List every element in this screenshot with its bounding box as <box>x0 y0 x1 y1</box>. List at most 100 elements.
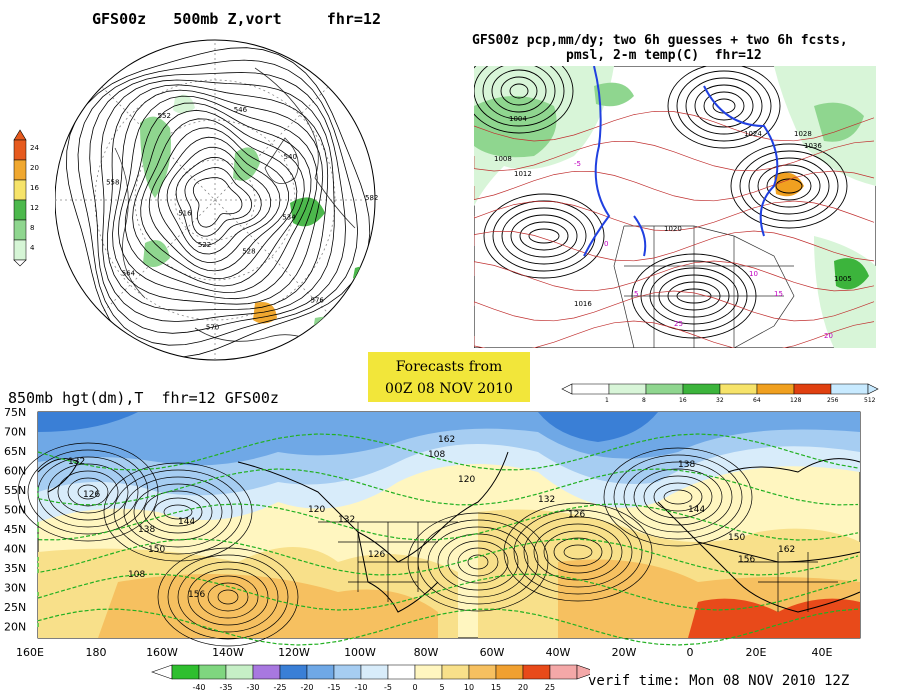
hgt850-contour <box>563 544 593 560</box>
pcp-colorbar: 1 8 16 32 64 128 256 512 <box>561 383 879 404</box>
hgt850-label: 126 <box>83 490 100 500</box>
hgt850-contour <box>207 582 249 612</box>
t2m-label: 15 <box>774 290 783 298</box>
lat-label: 70N <box>4 426 26 439</box>
t850-isotherm <box>37 573 859 611</box>
temp-bar-swatch <box>441 664 470 680</box>
hgt850-contour <box>177 561 279 633</box>
pcp-bar-swatch <box>719 383 758 395</box>
z500-contour-line <box>117 95 318 300</box>
t2m-label: 25 <box>674 320 683 328</box>
lat-label: 65N <box>4 445 26 458</box>
t2m-isotherm <box>474 110 875 142</box>
lat-label: 35N <box>4 562 26 575</box>
hgt850-label: 150 <box>728 533 745 543</box>
vort-bar-label: 20 <box>30 164 39 172</box>
lon-label: 60W <box>480 646 505 659</box>
pcp-bar-swatch <box>608 383 647 395</box>
temp-bar-swatch <box>252 664 281 680</box>
z500-height-contours <box>66 47 371 358</box>
t2m-isotherm <box>474 290 875 322</box>
forecast-box-line2: 00Z 08 NOV 2010 <box>385 381 513 397</box>
t850-isotherm <box>37 433 859 471</box>
hgt850-labels: 132 126 138 144 150 156 162 108 120 132 126 138 144 1… <box>68 435 795 600</box>
vort-bar-swatch <box>13 159 27 181</box>
pmsl-label: 1028 <box>794 130 812 138</box>
hgt850-contour <box>103 462 253 562</box>
t850-isotherm <box>37 538 859 576</box>
hgt850-label: 138 <box>678 460 695 470</box>
pmsl-isobar <box>482 66 556 120</box>
t850-title: 850mb hgt(dm),T fhr=12 GFS00z <box>8 389 279 407</box>
temp-bar-label: -20 <box>300 683 313 692</box>
pmsl-isobar <box>685 77 763 135</box>
pmsl-isobar <box>658 274 730 318</box>
pcp-bar-swatch <box>830 383 869 395</box>
temp-bar-label: 25 <box>545 683 555 692</box>
pmsl-label: 1024 <box>744 130 762 138</box>
lon-label: 160E <box>16 646 44 659</box>
z500-contour-label: 582 <box>365 194 378 202</box>
lat-label: 60N <box>4 465 26 478</box>
t850-isotherms <box>37 433 859 646</box>
temp-bar-swatch <box>360 664 389 680</box>
hgt850-contour <box>37 456 139 528</box>
vort-bar-swatch <box>13 179 27 201</box>
hgt850-label: 144 <box>178 517 195 527</box>
hgt850-contour <box>633 468 723 526</box>
hgt850-contour <box>543 530 613 574</box>
t2m-isotherm <box>474 320 875 348</box>
hgt850-contour <box>447 540 509 584</box>
vort-bar-label: 16 <box>30 184 39 192</box>
hgt850-label: 120 <box>458 475 475 485</box>
t850-isotherm <box>37 468 859 506</box>
hgt850-contour <box>503 502 653 602</box>
pcp-coastlines <box>613 225 795 348</box>
temp-bar-label: 0 <box>412 683 417 692</box>
hgt850-label: 132 <box>338 515 355 525</box>
lon-axis-labels: 160E 180 160W 140W 120W 100W 80W 60W 40W 20W 0 20E 4… <box>16 646 832 659</box>
pmsl-isobar <box>748 157 830 215</box>
t2m-label: 20 <box>824 332 833 340</box>
hgt850-label: 138 <box>138 525 155 535</box>
z500-polar-map: 582 576 570 564 558 552 546 540 534 528 522 516 <box>55 39 378 361</box>
hgt850-contour <box>427 526 529 598</box>
t2m-label: -5 <box>574 160 581 168</box>
temp-bar-label: -5 <box>384 683 392 692</box>
lon-label: 0 <box>687 646 694 659</box>
political-boundaries <box>318 521 838 612</box>
hgt850-label: 150 <box>148 545 165 555</box>
hgt850-contour <box>57 470 119 514</box>
temp-bar-swatch <box>198 664 227 680</box>
pcp-bar-label: 64 <box>753 397 761 404</box>
hgt850-contour <box>143 490 213 534</box>
hgt850-contour <box>663 489 693 505</box>
hgt850-contour <box>157 547 299 647</box>
vort-colorbar: 24 20 16 12 8 4 <box>13 129 39 267</box>
pmsl-label: 1016 <box>574 300 592 308</box>
z500-contour-line <box>140 118 298 280</box>
temperature-shading <box>38 412 860 638</box>
pmsl-isobar <box>510 214 578 258</box>
temp-bar-label: -35 <box>219 683 232 692</box>
hgt850-label: 162 <box>778 545 795 555</box>
vort-bar-swatch <box>13 239 27 261</box>
z500-contour-labels: 582 576 570 564 558 552 546 540 534 528 522 516 <box>106 106 378 332</box>
z500-contour-label: 576 <box>311 296 325 304</box>
temp-bar-label: 20 <box>518 683 528 692</box>
pcp-bar-swatch <box>756 383 795 395</box>
pmsl-isobar <box>649 267 739 325</box>
hgt850-contour <box>163 504 193 520</box>
pcp-bar-swatch <box>645 383 684 395</box>
z500-contour-label: 570 <box>206 324 219 332</box>
temp-bar-label: 10 <box>464 683 474 692</box>
hgt850-label: 120 <box>308 505 325 515</box>
t2m-isotherm <box>474 260 875 292</box>
temp-bar-label: 5 <box>439 683 444 692</box>
z500-contour-line <box>192 177 243 228</box>
t2m-isotherm <box>474 170 875 202</box>
forecast-init-box: Forecasts from 00Z 08 NOV 2010 <box>368 352 530 402</box>
temp-bar-label: 15 <box>491 683 501 692</box>
